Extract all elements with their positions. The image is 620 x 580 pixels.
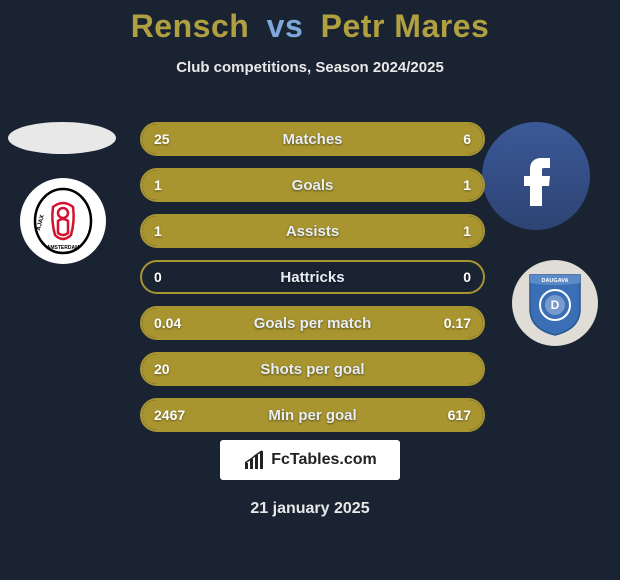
ajax-crest-icon: AMSTERDAM AJAX bbox=[33, 187, 93, 255]
stat-bar-row: 256Matches bbox=[140, 122, 485, 156]
player2-name: Petr Mares bbox=[321, 8, 490, 44]
comparison-title: Rensch vs Petr Mares bbox=[0, 0, 620, 45]
fctables-brand-text: FcTables.com bbox=[271, 451, 377, 469]
daugava-crest-icon: DAUGAVA D bbox=[526, 269, 584, 337]
stat-bar-row: 11Goals bbox=[140, 168, 485, 202]
svg-text:AMSTERDAM: AMSTERDAM bbox=[47, 245, 80, 251]
fctables-logo[interactable]: FcTables.com bbox=[220, 440, 400, 480]
svg-text:DAUGAVA: DAUGAVA bbox=[542, 278, 569, 284]
facebook-share-button[interactable] bbox=[482, 122, 590, 230]
footer-date: 21 january 2025 bbox=[0, 500, 620, 518]
stat-label: Assists bbox=[142, 223, 483, 240]
svg-text:D: D bbox=[551, 298, 560, 312]
stat-label: Min per goal bbox=[142, 407, 483, 424]
stat-bar-row: 2467617Min per goal bbox=[140, 398, 485, 432]
stat-label: Hattricks bbox=[142, 269, 483, 286]
stat-label: Shots per goal bbox=[142, 361, 483, 378]
club-right-badge: DAUGAVA D bbox=[512, 260, 598, 346]
stat-bar-row: 20Shots per goal bbox=[140, 352, 485, 386]
chart-icon bbox=[243, 449, 265, 471]
stat-bar-row: 11Assists bbox=[140, 214, 485, 248]
stat-bar-row: 0.040.17Goals per match bbox=[140, 306, 485, 340]
stat-bar-row: 00Hattricks bbox=[140, 260, 485, 294]
facebook-icon bbox=[506, 146, 566, 206]
club-left-badge: AMSTERDAM AJAX bbox=[20, 178, 106, 264]
stat-label: Goals per match bbox=[142, 315, 483, 332]
player1-photo-placeholder bbox=[8, 122, 116, 154]
player1-name: Rensch bbox=[131, 8, 250, 44]
subtitle: Club competitions, Season 2024/2025 bbox=[0, 59, 620, 76]
stat-label: Matches bbox=[142, 131, 483, 148]
vs-text: vs bbox=[259, 8, 312, 44]
stat-label: Goals bbox=[142, 177, 483, 194]
stat-bars-container: 256Matches 11Goals 11Assists 00Hattricks 0.0… bbox=[140, 122, 485, 444]
